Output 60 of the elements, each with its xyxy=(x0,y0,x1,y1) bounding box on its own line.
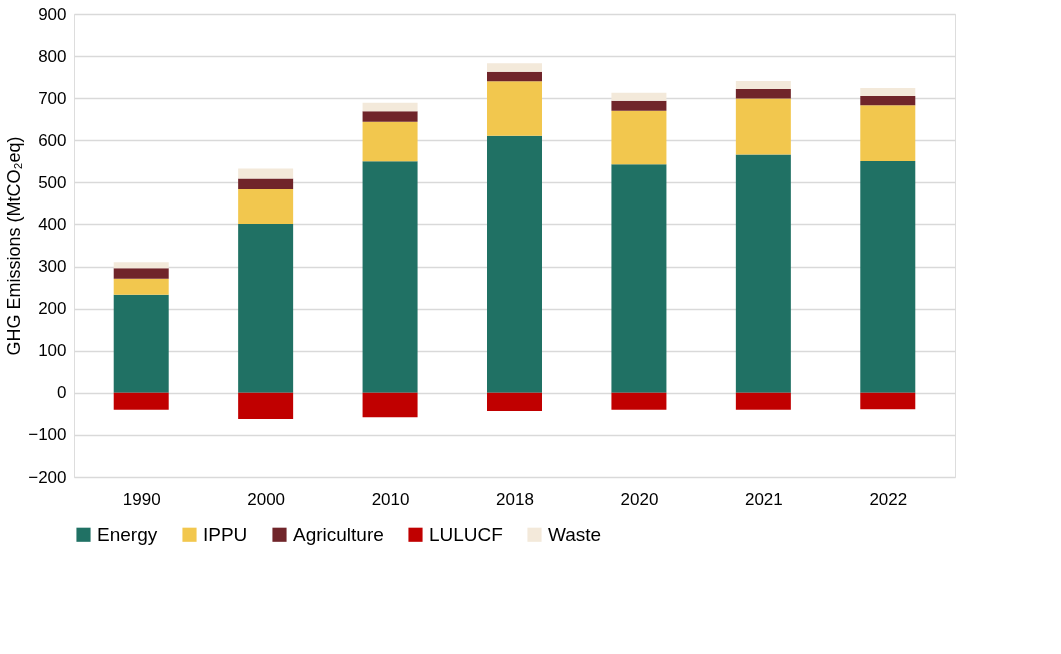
bar xyxy=(238,168,294,179)
bar xyxy=(860,88,916,97)
bar xyxy=(238,392,294,419)
legend-label: Energy xyxy=(97,523,158,545)
bar xyxy=(735,88,791,99)
y-tick-label: 800 xyxy=(38,46,67,66)
x-tick-label: 2018 xyxy=(496,489,534,509)
bar xyxy=(735,392,791,410)
bar xyxy=(735,80,791,89)
bar xyxy=(860,392,916,410)
bar xyxy=(611,110,667,165)
bar xyxy=(362,161,418,393)
bar xyxy=(611,100,667,111)
bar xyxy=(113,294,169,393)
bar xyxy=(362,111,418,122)
bar xyxy=(735,154,791,393)
bar xyxy=(860,160,916,393)
y-tick-label: 0 xyxy=(57,383,67,403)
bar xyxy=(362,121,418,162)
bar xyxy=(113,278,169,295)
x-tick-label: 2020 xyxy=(620,489,659,509)
y-tick-label: −200 xyxy=(28,467,67,487)
x-tick-label: 2000 xyxy=(247,489,286,509)
legend-label: LULUCF xyxy=(429,523,503,545)
bar xyxy=(611,164,667,393)
y-tick-label: −100 xyxy=(28,425,67,445)
bar xyxy=(113,392,169,410)
bar xyxy=(487,135,542,393)
y-tick-label: 400 xyxy=(38,214,67,234)
bar xyxy=(611,392,667,410)
x-tick-label: 2021 xyxy=(744,489,783,509)
y-tick-label: 900 xyxy=(38,4,67,24)
bar xyxy=(487,392,542,411)
y-axis-title: GHG Emissions (MtCO₂eq) xyxy=(4,136,25,356)
bar xyxy=(362,392,418,418)
y-tick-label: 700 xyxy=(38,88,67,108)
y-tick-label: 500 xyxy=(38,172,67,192)
x-tick-label: 2022 xyxy=(869,489,908,509)
legend-label: IPPU xyxy=(203,523,248,545)
bar xyxy=(860,96,916,106)
bar xyxy=(238,189,294,225)
y-tick-label: 600 xyxy=(38,130,67,150)
legend-label: Waste xyxy=(548,523,602,545)
bar xyxy=(113,268,169,279)
x-tick-label: 2010 xyxy=(371,489,410,509)
bar xyxy=(487,81,542,136)
bar xyxy=(362,102,418,112)
bar xyxy=(238,178,294,190)
bar xyxy=(611,92,667,101)
y-tick-label: 200 xyxy=(38,299,67,319)
y-tick-label: 100 xyxy=(38,341,67,361)
x-tick-label: 1990 xyxy=(122,489,161,509)
bar xyxy=(860,105,916,161)
bar xyxy=(113,262,169,269)
bar xyxy=(735,98,791,155)
y-tick-label: 300 xyxy=(38,257,67,277)
bar xyxy=(238,224,294,393)
bar xyxy=(487,63,542,72)
bar xyxy=(487,71,542,82)
legend-label: Agriculture xyxy=(293,523,384,545)
